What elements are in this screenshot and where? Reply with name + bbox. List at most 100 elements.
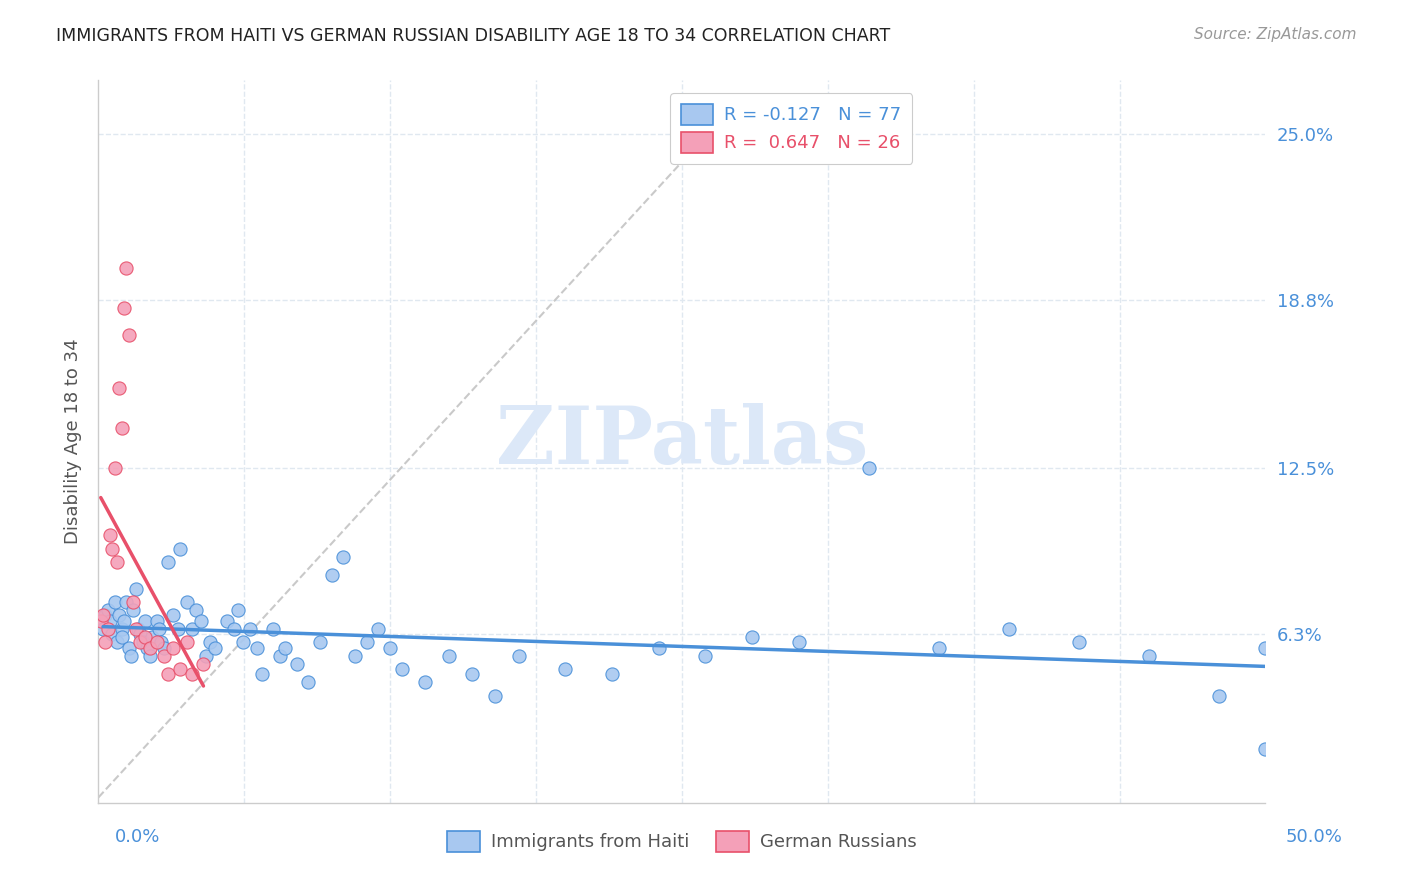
Point xyxy=(120,648,142,663)
Point xyxy=(146,614,169,628)
Point xyxy=(132,635,155,649)
Point xyxy=(125,582,148,596)
Point xyxy=(194,648,217,663)
Point xyxy=(104,461,127,475)
Point xyxy=(215,614,238,628)
Point xyxy=(321,568,343,582)
Point xyxy=(152,640,174,655)
Point xyxy=(193,657,215,671)
Point xyxy=(787,635,810,649)
Point xyxy=(105,555,128,569)
Point xyxy=(108,381,131,395)
Point xyxy=(190,614,212,628)
Point xyxy=(232,635,254,649)
Point xyxy=(180,667,202,681)
Point xyxy=(391,662,413,676)
Point xyxy=(332,549,354,564)
Point xyxy=(285,657,308,671)
Point xyxy=(647,640,669,655)
Point xyxy=(176,635,198,649)
Point xyxy=(437,648,460,663)
Point xyxy=(101,541,124,556)
Point xyxy=(461,667,484,681)
Text: Source: ZipAtlas.com: Source: ZipAtlas.com xyxy=(1194,27,1357,42)
Point xyxy=(125,622,148,636)
Point xyxy=(162,608,184,623)
Point xyxy=(134,614,156,628)
Point xyxy=(90,614,112,628)
Point xyxy=(309,635,332,649)
Point xyxy=(129,635,152,649)
Point xyxy=(118,640,141,655)
Point xyxy=(148,622,170,636)
Point xyxy=(1254,640,1277,655)
Point xyxy=(274,640,297,655)
Point xyxy=(1137,648,1160,663)
Point xyxy=(1208,689,1230,703)
Point xyxy=(146,635,169,649)
Point xyxy=(180,622,202,636)
Y-axis label: Disability Age 18 to 34: Disability Age 18 to 34 xyxy=(63,339,82,544)
Point xyxy=(508,648,530,663)
Point xyxy=(97,622,120,636)
Point xyxy=(356,635,378,649)
Point xyxy=(98,614,121,628)
Point xyxy=(104,595,127,609)
Point xyxy=(101,627,124,641)
Point xyxy=(97,603,120,617)
Point xyxy=(413,675,436,690)
Point xyxy=(141,630,163,644)
Point xyxy=(246,640,269,655)
Point xyxy=(94,635,117,649)
Point xyxy=(484,689,506,703)
Point xyxy=(105,635,128,649)
Point xyxy=(122,603,145,617)
Point xyxy=(157,667,180,681)
Point xyxy=(112,301,135,315)
Point xyxy=(122,595,145,609)
Point xyxy=(176,595,198,609)
Point xyxy=(1254,742,1277,756)
Point xyxy=(554,662,576,676)
Point xyxy=(111,421,134,435)
Point xyxy=(115,595,138,609)
Point xyxy=(269,648,291,663)
Point xyxy=(162,640,184,655)
Text: 50.0%: 50.0% xyxy=(1286,828,1343,846)
Point xyxy=(239,622,262,636)
Point xyxy=(111,622,134,636)
Point xyxy=(367,622,389,636)
Point xyxy=(344,648,367,663)
Point xyxy=(127,622,149,636)
Point xyxy=(695,648,717,663)
Point xyxy=(129,627,152,641)
Point xyxy=(139,648,162,663)
Point xyxy=(115,260,138,275)
Point xyxy=(1067,635,1090,649)
Point xyxy=(112,614,135,628)
Point xyxy=(136,640,159,655)
Point xyxy=(157,555,180,569)
Point xyxy=(250,667,273,681)
Point xyxy=(380,640,402,655)
Point xyxy=(928,640,950,655)
Point xyxy=(222,622,245,636)
Point xyxy=(134,630,156,644)
Text: IMMIGRANTS FROM HAITI VS GERMAN RUSSIAN DISABILITY AGE 18 TO 34 CORRELATION CHAR: IMMIGRANTS FROM HAITI VS GERMAN RUSSIAN … xyxy=(56,27,890,45)
Point xyxy=(91,622,114,636)
Point xyxy=(997,622,1019,636)
Point xyxy=(741,630,763,644)
Point xyxy=(91,608,114,623)
Point xyxy=(297,675,319,690)
Point xyxy=(169,541,191,556)
Point xyxy=(169,662,191,676)
Point xyxy=(262,622,284,636)
Point xyxy=(98,528,121,542)
Point xyxy=(600,667,623,681)
Point xyxy=(111,630,134,644)
Point xyxy=(858,461,880,475)
Legend: Immigrants from Haiti, German Russians: Immigrants from Haiti, German Russians xyxy=(440,823,924,859)
Point xyxy=(200,635,222,649)
Point xyxy=(139,640,162,655)
Point xyxy=(150,635,173,649)
